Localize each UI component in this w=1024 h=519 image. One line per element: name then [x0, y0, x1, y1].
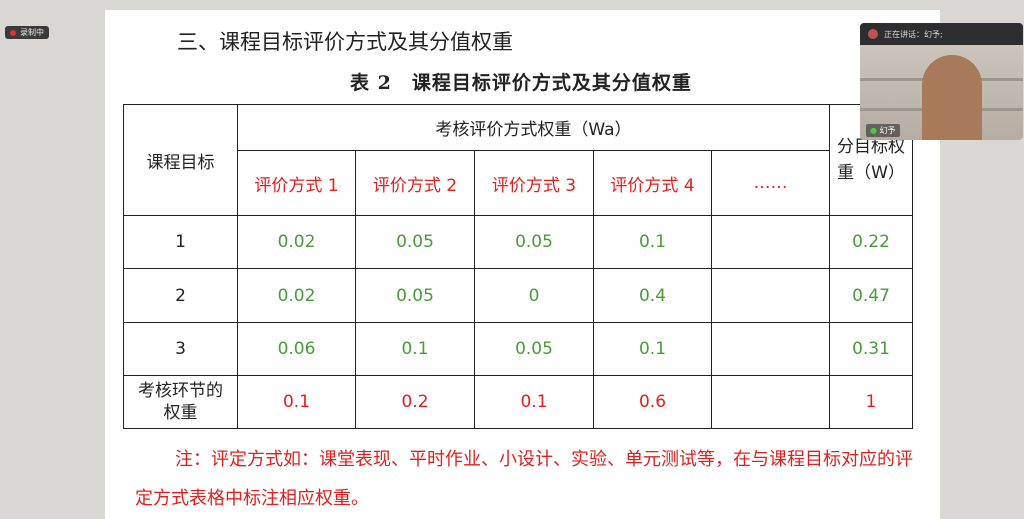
value: 0.02: [237, 268, 356, 323]
header-group: 考核评价方式权重（Wa）: [237, 104, 830, 151]
weight-total: 1: [829, 375, 913, 429]
table-row: 3 0.06 0.1 0.05 0.1 0.31: [123, 322, 913, 376]
recording-badge: 录制中: [5, 26, 49, 39]
table-row: 1 0.02 0.05 0.05 0.1 0.22: [123, 215, 913, 269]
weight-label: 考核环节的权重: [123, 375, 238, 429]
recording-label: 录制中: [20, 28, 44, 37]
goal: 2: [123, 268, 238, 323]
value: 0.1: [593, 215, 712, 269]
speaker-bar: 正在讲话：幻予;: [860, 23, 1023, 45]
method-2: 评价方式 2: [355, 150, 475, 216]
value: 0.05: [355, 215, 475, 269]
weight-value: [711, 375, 830, 429]
goal: 1: [123, 215, 238, 269]
value: 0.05: [474, 215, 594, 269]
weight-value: 0.2: [355, 375, 475, 429]
w-value: 0.22: [829, 215, 913, 269]
weight-value: 0.1: [237, 375, 356, 429]
goal: 3: [123, 322, 238, 376]
w-value: 0.31: [829, 322, 913, 376]
record-icon: [10, 29, 16, 36]
table-row: 2 0.02 0.05 0 0.4 0.47: [123, 268, 913, 323]
value: 0.05: [355, 268, 475, 323]
value: 0.1: [355, 322, 475, 376]
method-more: ……: [711, 150, 830, 216]
weight-value: 0.1: [474, 375, 594, 429]
w-value: 0.47: [829, 268, 913, 323]
weight-table: 课程目标 考核评价方式权重（Wa） 分目标权重（W） 评价方式 1 评价方式 2…: [123, 104, 913, 429]
speaking-label: 正在讲话：幻予;: [884, 29, 943, 39]
speaker-image: [922, 55, 982, 140]
method-1: 评价方式 1: [237, 150, 356, 216]
mic-icon: ●: [870, 126, 877, 135]
slide-note: 注：评定方式如：课堂表现、平时作业、小设计、实验、单元测试等，在与课程目标对应的…: [135, 449, 913, 509]
value: 0: [474, 268, 594, 323]
name-label: 幻予: [879, 126, 896, 135]
header-goal: 课程目标: [123, 104, 238, 216]
value: 0.1: [593, 322, 712, 376]
value: 0.05: [474, 322, 594, 376]
value: 0.4: [593, 268, 712, 323]
avatar-icon: [868, 29, 878, 39]
value: [711, 268, 830, 323]
weight-row: 考核环节的权重 0.1 0.2 0.1 0.6 1: [123, 375, 913, 429]
method-4: 评价方式 4: [593, 150, 712, 216]
slide-heading: 三、课程目标评价方式及其分值权重: [177, 30, 513, 54]
table-caption: 表 2 课程目标评价方式及其分值权重: [350, 72, 692, 94]
speaker-video[interactable]: 正在讲话：幻予; ● 幻予: [860, 23, 1023, 140]
value: [711, 215, 830, 269]
method-3: 评价方式 3: [474, 150, 594, 216]
value: 0.06: [237, 322, 356, 376]
participant-name: ● 幻予: [866, 124, 900, 137]
value: [711, 322, 830, 376]
weight-value: 0.6: [593, 375, 712, 429]
value: 0.02: [237, 215, 356, 269]
